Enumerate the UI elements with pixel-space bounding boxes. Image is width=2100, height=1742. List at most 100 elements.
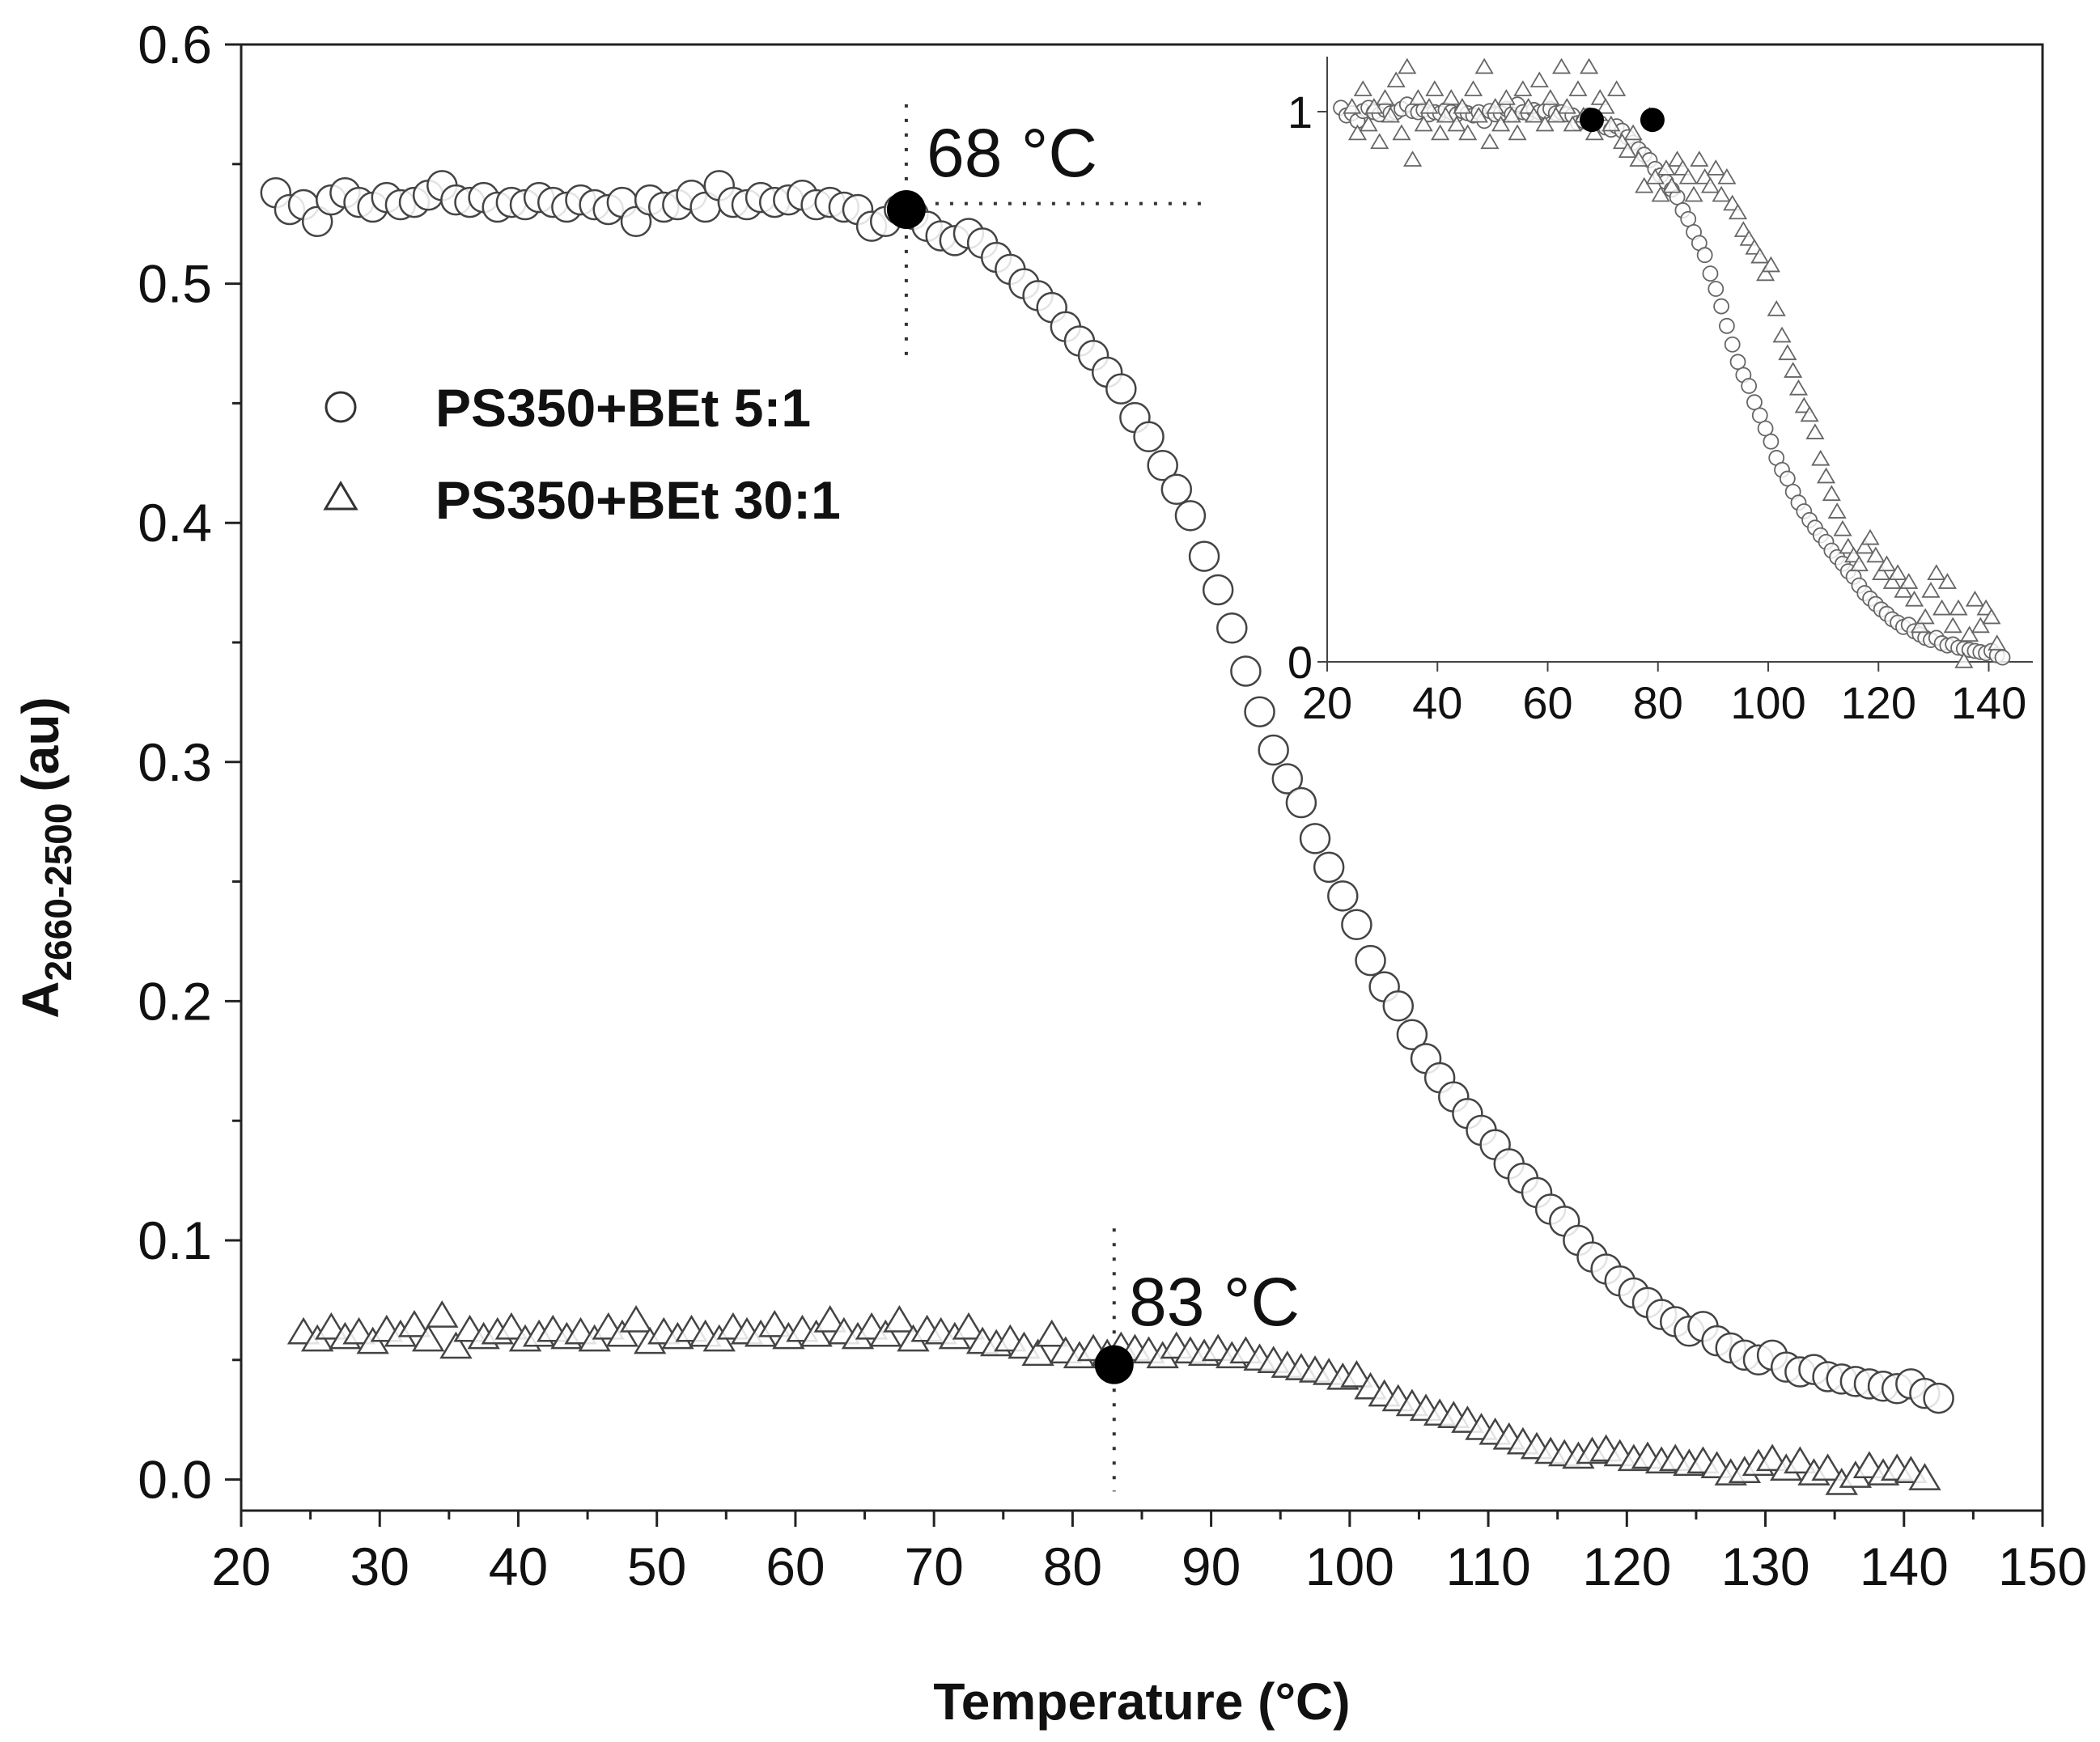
data-point-triangle xyxy=(813,1305,846,1333)
inset-point-triangle xyxy=(1761,256,1780,273)
inset-point-circle xyxy=(1708,281,1725,297)
data-point-triangle xyxy=(800,1319,833,1347)
inset-point-triangle xyxy=(1822,485,1841,502)
inset-point-circle xyxy=(1702,265,1719,282)
inset-point-triangle xyxy=(1949,599,1968,616)
x-tick-label-150: 150 xyxy=(1998,1536,2087,1596)
x-tick-label-40: 40 xyxy=(489,1536,548,1596)
inset-point-triangle xyxy=(1932,599,1952,616)
inset-point-triangle xyxy=(1392,124,1411,141)
x-tick-label-60: 60 xyxy=(766,1536,825,1596)
data-point-triangle xyxy=(869,1319,902,1347)
inset-onset-marker xyxy=(1580,108,1604,133)
inset-x-tick-label-40: 40 xyxy=(1412,677,1462,728)
y-tick-label-0-2: 0.2 xyxy=(138,971,212,1031)
data-point-circle xyxy=(1341,909,1372,941)
inset-point-triangle xyxy=(1635,176,1654,193)
legend-label-30-1: PS350+BEt 30:1 xyxy=(435,470,841,530)
x-tick-label-80: 80 xyxy=(1043,1536,1102,1596)
data-point-circle xyxy=(1285,786,1317,819)
inset-point-triangle xyxy=(1513,80,1533,96)
inset-point-triangle xyxy=(1927,564,1946,580)
inset-point-triangle xyxy=(1915,608,1935,625)
inset-tick-labels: 20 40 60 80 100 120 140 0 1 xyxy=(1288,87,2026,728)
x-tick-label-140: 140 xyxy=(1860,1536,1949,1596)
inset-point-circle xyxy=(1741,378,1758,394)
data-point-circle xyxy=(1923,1382,1954,1414)
inset-point-triangle xyxy=(1866,546,1886,563)
inset-point-triangle xyxy=(1816,467,1836,484)
inset-point-triangle xyxy=(1982,608,2001,625)
x-tick-label-30: 30 xyxy=(350,1536,409,1596)
inset-point-triangle xyxy=(1882,573,1902,589)
data-point-triangle xyxy=(1021,1338,1054,1367)
inset-point-triangle xyxy=(1496,89,1516,105)
inset-point-triangle xyxy=(1778,344,1797,361)
data-point-circle xyxy=(1188,540,1220,572)
inset-point-triangle xyxy=(1728,203,1748,220)
y-tick-label-0-5: 0.5 xyxy=(138,254,212,314)
inset-point-triangle xyxy=(1541,89,1560,105)
inset-point-triangle xyxy=(1712,185,1731,202)
data-point-triangle xyxy=(439,1331,473,1359)
inset-point-triangle xyxy=(1855,537,1874,554)
inset-point-circle xyxy=(1994,649,2011,666)
data-point-circle xyxy=(1258,734,1289,766)
data-point-triangle xyxy=(619,1305,653,1333)
inset-point-triangle xyxy=(1910,617,1929,634)
data-point-triangle xyxy=(1784,1446,1817,1474)
annotation-68c: 68 °C xyxy=(927,115,1097,191)
y-tick-label-0-0: 0.0 xyxy=(138,1450,212,1510)
inset-point-triangle xyxy=(1408,89,1428,105)
inset-point-triangle xyxy=(1458,124,1478,141)
inset-point-triangle xyxy=(1359,115,1378,132)
data-point-triangle xyxy=(426,1300,459,1328)
data-point-circle xyxy=(1230,655,1262,687)
inset-point-triangle xyxy=(1623,124,1643,141)
inset-point-triangle xyxy=(1954,652,1974,668)
inset-point-triangle xyxy=(1474,57,1494,74)
inset-point-triangle xyxy=(1551,57,1572,74)
inset-point-triangle xyxy=(1557,97,1576,114)
series-ps350-bet-30-1 xyxy=(286,1300,1941,1495)
data-point-circle xyxy=(1174,500,1207,532)
data-point-circle xyxy=(1396,1019,1428,1051)
legend-circle-marker xyxy=(325,391,357,423)
inset-point-triangle xyxy=(1657,159,1676,176)
inset-data-points xyxy=(1333,57,2011,668)
data-point-triangle xyxy=(494,1312,528,1340)
legend-label-5-1: PS350+BEt 5:1 xyxy=(435,378,811,438)
x-axis-title: Temperature (°C) xyxy=(933,1672,1350,1731)
inset-point-triangle xyxy=(1750,247,1770,264)
x-tick-label-50: 50 xyxy=(627,1536,686,1596)
inset-point-triangle xyxy=(1386,71,1406,88)
inset-point-triangle xyxy=(1899,573,1919,589)
y-axis-title: A2660-2500 (au) xyxy=(11,697,79,1019)
x-tick-label-130: 130 xyxy=(1720,1536,1809,1596)
main-tick-labels: 20 30 40 50 60 70 80 90 100 110 120 130 140 1500.00.1… xyxy=(138,15,2087,1596)
inset-point-circle xyxy=(1724,336,1741,353)
data-point-circle xyxy=(1216,612,1248,644)
inset-point-triangle xyxy=(1849,555,1869,572)
inset-point-triangle xyxy=(1784,362,1803,378)
y-tick-label-0-1: 0.1 xyxy=(138,1210,212,1270)
inset-point-triangle xyxy=(1645,167,1665,184)
inset-point-triangle xyxy=(1398,57,1417,74)
data-point-circle xyxy=(1355,944,1386,977)
data-point-triangle xyxy=(1035,1319,1068,1347)
inset-point-triangle xyxy=(1403,150,1423,167)
inset-point-triangle xyxy=(1441,89,1461,105)
data-point-circle xyxy=(1271,763,1304,795)
inset-point-triangle xyxy=(1436,106,1456,123)
inset-point-triangle xyxy=(1607,80,1627,96)
inset-point-triangle xyxy=(1700,176,1720,193)
data-point-circle xyxy=(1327,880,1359,912)
inset-point-triangle xyxy=(1937,573,1957,589)
inset-point-triangle xyxy=(1827,502,1847,519)
inset-point-triangle xyxy=(1717,167,1737,184)
inset-point-triangle xyxy=(1833,519,1852,536)
y-tick-label-0-4: 0.4 xyxy=(138,493,212,553)
inset-point-triangle xyxy=(1988,634,2007,651)
data-point-triangle xyxy=(397,1309,431,1337)
